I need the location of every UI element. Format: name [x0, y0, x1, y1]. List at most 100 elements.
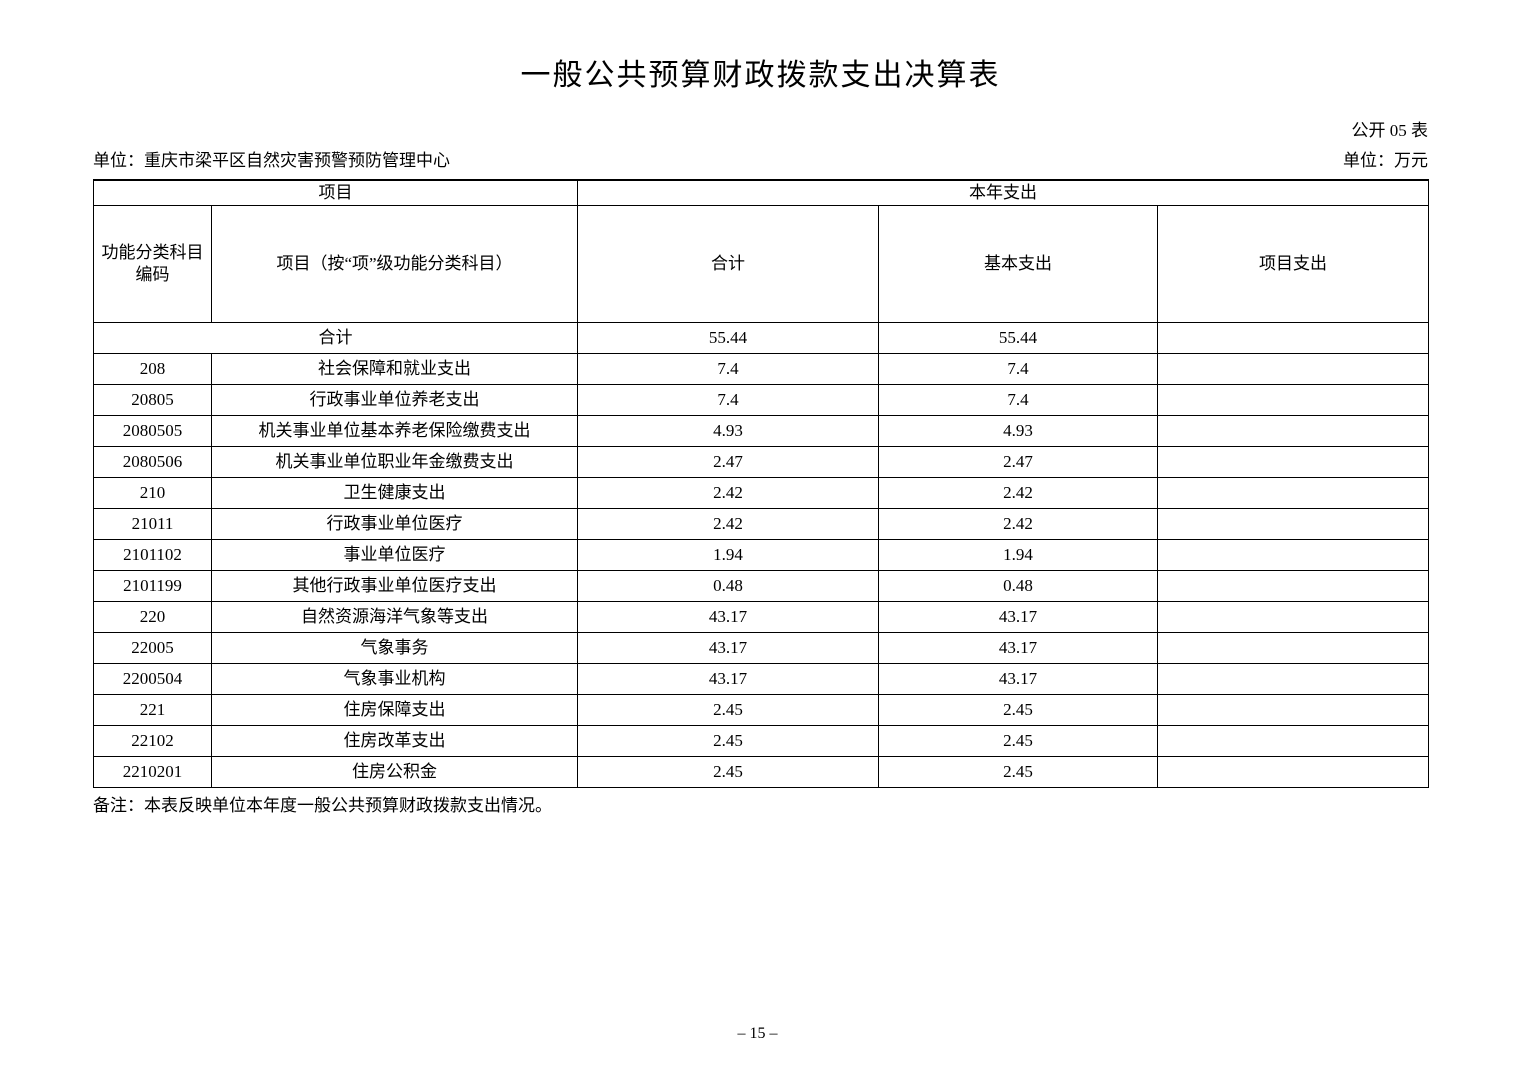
- row-code: 208: [93, 352, 212, 385]
- table-row: 2101102 事业单位医疗 1.94 1.94: [93, 538, 1429, 571]
- row-basic: 1.94: [878, 538, 1158, 571]
- row-item: 住房保障支出: [211, 693, 578, 726]
- page-title: 一般公共预算财政拨款支出决算表: [520, 59, 1001, 92]
- row-total: 2.47: [577, 445, 879, 478]
- row-item: 事业单位医疗: [211, 538, 578, 571]
- total-row-total: 55.44: [577, 321, 879, 354]
- expense-table-header: 项目 本年支出 功能分类科目 编码 项目（按“项”级功能分类科目） 合计 基本支…: [93, 179, 1429, 323]
- row-code: 2080505: [93, 414, 212, 447]
- table-row: 21011 行政事业单位医疗 2.42 2.42: [93, 507, 1429, 540]
- row-total: 1.94: [577, 538, 879, 571]
- header-project-group: 项目: [93, 179, 578, 206]
- row-item: 住房改革支出: [211, 724, 578, 757]
- row-item: 机关事业单位基本养老保险缴费支出: [211, 414, 578, 447]
- header-column-row: 功能分类科目 编码 项目（按“项”级功能分类科目） 合计 基本支出 项目支出: [93, 204, 1429, 323]
- header-basic-column: 基本支出: [878, 204, 1158, 323]
- row-code: 21011: [93, 507, 212, 540]
- header-code-line2: 编码: [135, 264, 170, 284]
- row-item: 气象事务: [211, 631, 578, 664]
- row-basic: 2.45: [878, 693, 1158, 726]
- row-item: 机关事业单位职业年金缴费支出: [211, 445, 578, 478]
- row-code: 2080506: [93, 445, 212, 478]
- header-year-expense-group: 本年支出: [577, 179, 1429, 206]
- row-basic: 2.42: [878, 476, 1158, 509]
- table-row: 2200504 气象事业机构 43.17 43.17: [93, 662, 1429, 695]
- note-line: 备注：本表反映单位本年度一般公共预算财政拨款支出情况。: [93, 795, 552, 815]
- row-basic: 43.17: [878, 631, 1158, 664]
- header-item-column: 项目（按“项”级功能分类科目）: [211, 204, 578, 323]
- row-total: 7.4: [577, 383, 879, 416]
- row-project: [1157, 755, 1429, 788]
- row-project: [1157, 662, 1429, 695]
- table-row: 2080506 机关事业单位职业年金缴费支出 2.47 2.47: [93, 445, 1429, 478]
- table-row: 208 社会保障和就业支出 7.4 7.4: [93, 352, 1429, 385]
- row-basic: 4.93: [878, 414, 1158, 447]
- total-row-basic: 55.44: [878, 321, 1158, 354]
- row-code: 220: [93, 600, 212, 633]
- row-code: 2210201: [93, 755, 212, 788]
- unit-line: 单位：重庆市梁平区自然灾害预警预防管理中心 单位：万元: [93, 150, 1428, 172]
- document-content: 一般公共预算财政拨款支出决算表 公开 05 表 单位：重庆市梁平区自然灾害预警预…: [93, 0, 1429, 817]
- header-code-line1: 功能分类科目: [101, 242, 204, 262]
- expense-table-body: 合计 55.44 55.44 208 社会保障和就业支出 7.4 7.4 208…: [93, 321, 1429, 788]
- row-item: 卫生健康支出: [211, 476, 578, 509]
- row-total: 4.93: [577, 414, 879, 447]
- row-basic: 2.45: [878, 724, 1158, 757]
- row-total: 43.17: [577, 662, 879, 695]
- row-total: 7.4: [577, 352, 879, 385]
- row-project: [1157, 414, 1429, 447]
- row-item: 自然资源海洋气象等支出: [211, 600, 578, 633]
- table-row: 220 自然资源海洋气象等支出 43.17 43.17: [93, 600, 1429, 633]
- table-row: 210 卫生健康支出 2.42 2.42: [93, 476, 1429, 509]
- row-code: 22005: [93, 631, 212, 664]
- header-total-column: 合计: [577, 204, 879, 323]
- row-code: 22102: [93, 724, 212, 757]
- row-total: 0.48: [577, 569, 879, 602]
- row-basic: 7.4: [878, 383, 1158, 416]
- row-project: [1157, 507, 1429, 540]
- row-project: [1157, 476, 1429, 509]
- table-row: 2080505 机关事业单位基本养老保险缴费支出 4.93 4.93: [93, 414, 1429, 447]
- row-total: 43.17: [577, 600, 879, 633]
- page-number: – 15 –: [737, 1025, 778, 1042]
- row-total: 2.45: [577, 755, 879, 788]
- total-row-label: 合计: [93, 321, 578, 354]
- table-row: 20805 行政事业单位养老支出 7.4 7.4: [93, 383, 1429, 416]
- row-basic: 0.48: [878, 569, 1158, 602]
- unit-currency-label: 单位：万元: [1343, 151, 1428, 170]
- row-project: [1157, 538, 1429, 571]
- row-basic: 2.42: [878, 507, 1158, 540]
- row-code: 210: [93, 476, 212, 509]
- row-item: 住房公积金: [211, 755, 578, 788]
- table-row: 22102 住房改革支出 2.45 2.45: [93, 724, 1429, 757]
- row-project: [1157, 693, 1429, 726]
- row-item: 社会保障和就业支出: [211, 352, 578, 385]
- row-basic: 7.4: [878, 352, 1158, 385]
- header-project-column: 项目支出: [1157, 204, 1429, 323]
- row-item: 行政事业单位医疗: [211, 507, 578, 540]
- row-project: [1157, 724, 1429, 757]
- unit-name-label: 单位：重庆市梁平区自然灾害预警预防管理中心: [93, 151, 450, 170]
- header-code-column: 功能分类科目 编码: [93, 204, 212, 323]
- row-basic: 43.17: [878, 600, 1158, 633]
- row-total: 43.17: [577, 631, 879, 664]
- row-project: [1157, 600, 1429, 633]
- header-group-row: 项目 本年支出: [93, 179, 1429, 206]
- row-total: 2.42: [577, 507, 879, 540]
- row-project: [1157, 631, 1429, 664]
- row-total: 2.45: [577, 724, 879, 757]
- row-total: 2.42: [577, 476, 879, 509]
- row-basic: 2.45: [878, 755, 1158, 788]
- row-code: 2101199: [93, 569, 212, 602]
- row-code: 221: [93, 693, 212, 726]
- doc-number-label: 公开 05 表: [1351, 121, 1429, 140]
- row-total: 2.45: [577, 693, 879, 726]
- row-project: [1157, 352, 1429, 385]
- row-project: [1157, 445, 1429, 478]
- table-row: 221 住房保障支出 2.45 2.45: [93, 693, 1429, 726]
- table-row: 22005 气象事务 43.17 43.17: [93, 631, 1429, 664]
- row-project: [1157, 383, 1429, 416]
- expense-table: 项目 本年支出 功能分类科目 编码 项目（按“项”级功能分类科目） 合计 基本支…: [93, 179, 1429, 788]
- row-code: 20805: [93, 383, 212, 416]
